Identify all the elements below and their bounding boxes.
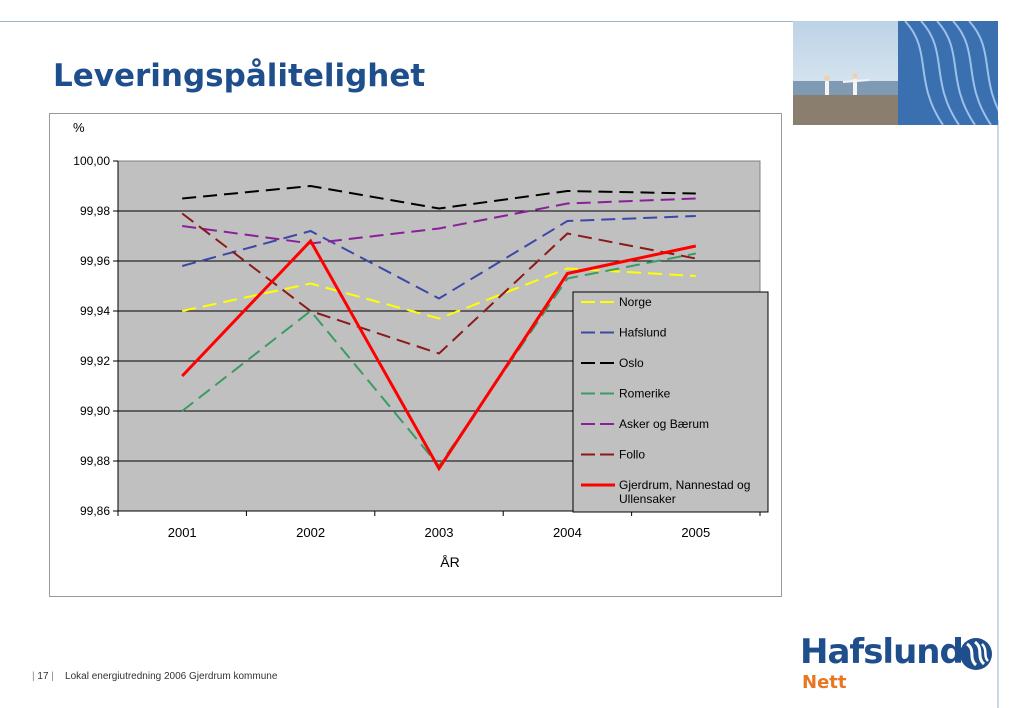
logo-swirl-icon xyxy=(960,638,992,670)
x-tick-label: 2001 xyxy=(168,525,197,540)
series-line xyxy=(181,238,697,472)
series-line xyxy=(181,215,696,300)
top-rule xyxy=(0,21,990,22)
series-line xyxy=(182,197,696,245)
footer-separator-left: | xyxy=(32,671,38,682)
legend-label: Romerike xyxy=(619,387,671,401)
right-rule xyxy=(997,120,999,708)
y-tick-label: 99,90 xyxy=(80,404,110,418)
footer-separator-right: | xyxy=(48,671,54,682)
company-logo: Hafslund Nett xyxy=(800,632,1000,702)
series-line xyxy=(181,212,696,355)
legend-label: Hafslund xyxy=(619,326,666,340)
x-axis-label: ÅR xyxy=(440,554,459,570)
series-line xyxy=(182,184,696,210)
logo-sub: Nett xyxy=(802,672,847,693)
y-axis-label: % xyxy=(73,120,85,135)
footer-text: Lokal energiutredning 2006 Gjerdrum komm… xyxy=(65,671,278,682)
y-tick-label: 100,00 xyxy=(73,154,110,168)
legend-label: Gjerdrum, Nannestad og Ullensaker xyxy=(619,478,750,506)
footer: | 17 | Lokal energiutredning 2006 Gjerdr… xyxy=(32,671,277,682)
y-tick-label: 99,98 xyxy=(80,204,110,218)
legend-label: Oslo xyxy=(619,356,644,370)
legend-label: Norge xyxy=(619,295,652,309)
y-tick-label: 99,86 xyxy=(80,504,110,518)
y-tick-label: 99,96 xyxy=(80,254,110,268)
y-tick-label: 99,94 xyxy=(80,304,110,318)
legend-label: Follo xyxy=(619,448,645,462)
header-photo xyxy=(793,21,998,125)
x-tick-label: 2005 xyxy=(681,525,710,540)
y-tick-label: 99,92 xyxy=(80,354,110,368)
legend-label: Asker og Bærum xyxy=(619,417,709,431)
x-tick-label: 2002 xyxy=(296,525,325,540)
logo-name: Hafslund xyxy=(800,632,964,672)
slide-title: Leveringspålitelighet xyxy=(53,58,426,94)
line-chart: 100,00 99,98 99,96 99,94 99,92 99,90 99,88 99,8… xyxy=(73,120,769,570)
page-number: 17 xyxy=(37,671,49,682)
legend-box xyxy=(572,291,769,513)
x-tick-label: 2003 xyxy=(425,525,454,540)
y-tick-label: 99,88 xyxy=(80,454,110,468)
x-tick-label: 2004 xyxy=(553,525,582,540)
chart-frame: 100,00 99,98 99,96 99,94 99,92 99,90 99,88 99,8… xyxy=(49,113,782,597)
